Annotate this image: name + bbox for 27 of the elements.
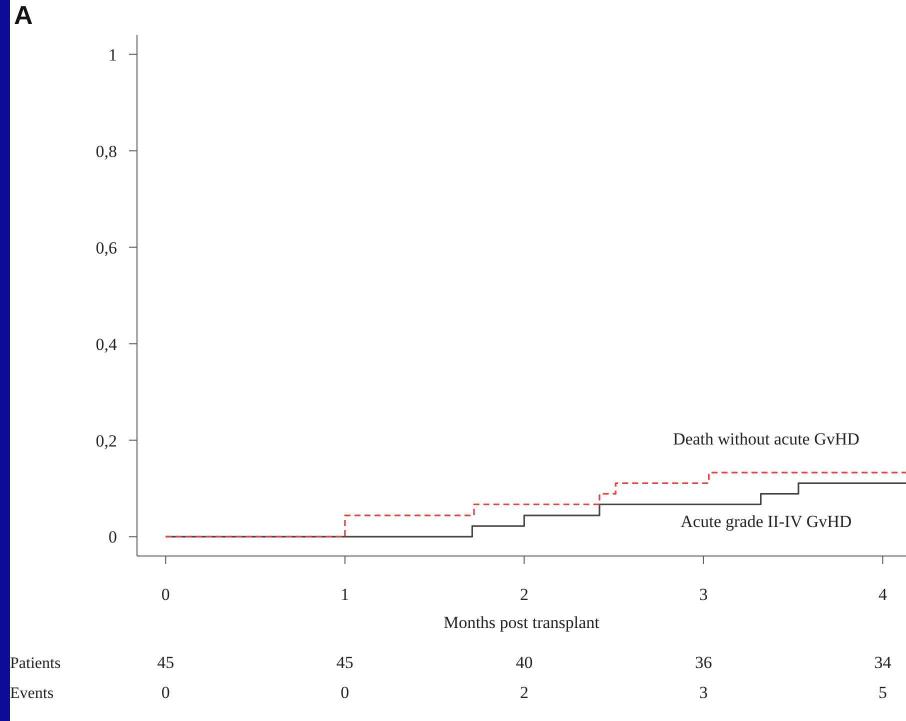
y-tick-label: 0,2	[96, 431, 117, 450]
x-tick-label: 3	[699, 585, 708, 604]
text: 40	[516, 653, 533, 672]
y-tick-label: 0,4	[96, 334, 118, 354]
x-tick-label: 0	[161, 585, 170, 604]
text: 2	[520, 683, 528, 702]
series-label: Death without acute GvHD	[672, 430, 860, 449]
series-label: Acute grade II-IV GvHD	[680, 512, 852, 532]
text: 0	[161, 683, 170, 702]
x-tick-label: 2	[520, 585, 528, 604]
text: 45	[336, 653, 354, 672]
text: 34	[874, 653, 892, 672]
y-tick-label: 1	[108, 45, 117, 64]
text: 0	[340, 683, 350, 702]
text: 45	[157, 653, 174, 672]
x-tick-label: 4	[878, 585, 888, 604]
text: Patients	[10, 655, 61, 672]
text: Events	[10, 685, 54, 702]
text: 5	[878, 683, 887, 702]
y-tick-label: 0,6	[96, 238, 117, 258]
x-tick-label: 1	[340, 585, 350, 604]
text: 3	[699, 683, 708, 702]
y-tick-label: 0,8	[96, 142, 117, 161]
y-tick-label: 0	[108, 528, 117, 547]
text: 36	[694, 653, 712, 672]
text: A	[14, 0, 33, 30]
x-axis-title: Months post transplant	[444, 613, 600, 632]
